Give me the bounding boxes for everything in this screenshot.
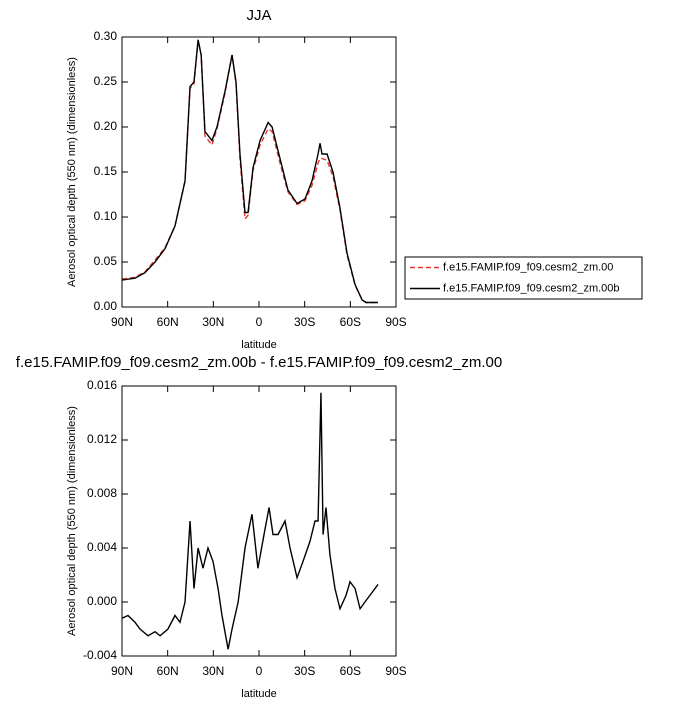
data-line xyxy=(121,39,379,304)
legend-box xyxy=(404,256,643,300)
y-tick-label: 0.30 xyxy=(94,29,118,43)
data-line xyxy=(121,392,379,650)
x-tick-label: 30S xyxy=(294,315,315,329)
x-tick-label: 60N xyxy=(157,664,179,678)
y-tick-label: 0.012 xyxy=(87,432,117,446)
y-tick-label: 0.15 xyxy=(94,164,118,178)
y-tick-label: 0.25 xyxy=(94,74,118,88)
x-tick-label: 30N xyxy=(202,315,224,329)
y-tick-label: 0.00 xyxy=(94,299,118,313)
plot-frame xyxy=(121,36,397,308)
plot-frame xyxy=(121,385,397,657)
x-tick-label: 60S xyxy=(340,664,361,678)
x-tick-label: 90S xyxy=(385,664,406,678)
x-tick-label: 30N xyxy=(202,664,224,678)
y-tick-label: 0.004 xyxy=(87,540,117,554)
x-axis-label: latitude xyxy=(241,339,276,351)
y-axis-label: Aerosol optical depth (550 nm) (dimensio… xyxy=(66,406,78,636)
x-tick-label: 0 xyxy=(256,664,263,678)
legend-label: f.e15.FAMIP.f09_f09.cesm2_zm.00b xyxy=(443,282,620,294)
chart-title: JJA xyxy=(246,7,271,24)
x-tick-label: 90N xyxy=(111,315,133,329)
x-tick-label: 60S xyxy=(340,315,361,329)
x-axis-label: latitude xyxy=(241,688,276,700)
y-tick-label: 0.000 xyxy=(87,594,117,608)
legend-label: f.e15.FAMIP.f09_f09.cesm2_zm.00 xyxy=(443,261,613,273)
data-line xyxy=(121,40,379,304)
y-tick-label: 0.016 xyxy=(87,378,117,392)
x-tick-label: 30S xyxy=(294,664,315,678)
chart-title: f.e15.FAMIP.f09_f09.cesm2_zm.00b - f.e15… xyxy=(16,354,502,371)
y-tick-label: 0.05 xyxy=(94,254,118,268)
x-tick-label: 90S xyxy=(385,315,406,329)
y-tick-label: 0.20 xyxy=(94,119,118,133)
y-tick-label: -0.004 xyxy=(83,648,117,662)
y-tick-label: 0.10 xyxy=(94,209,118,223)
x-tick-label: 0 xyxy=(256,315,263,329)
x-tick-label: 60N xyxy=(157,315,179,329)
y-axis-label: Aerosol optical depth (550 nm) (dimensio… xyxy=(66,57,78,287)
y-tick-label: 0.008 xyxy=(87,486,117,500)
x-tick-label: 90N xyxy=(111,664,133,678)
